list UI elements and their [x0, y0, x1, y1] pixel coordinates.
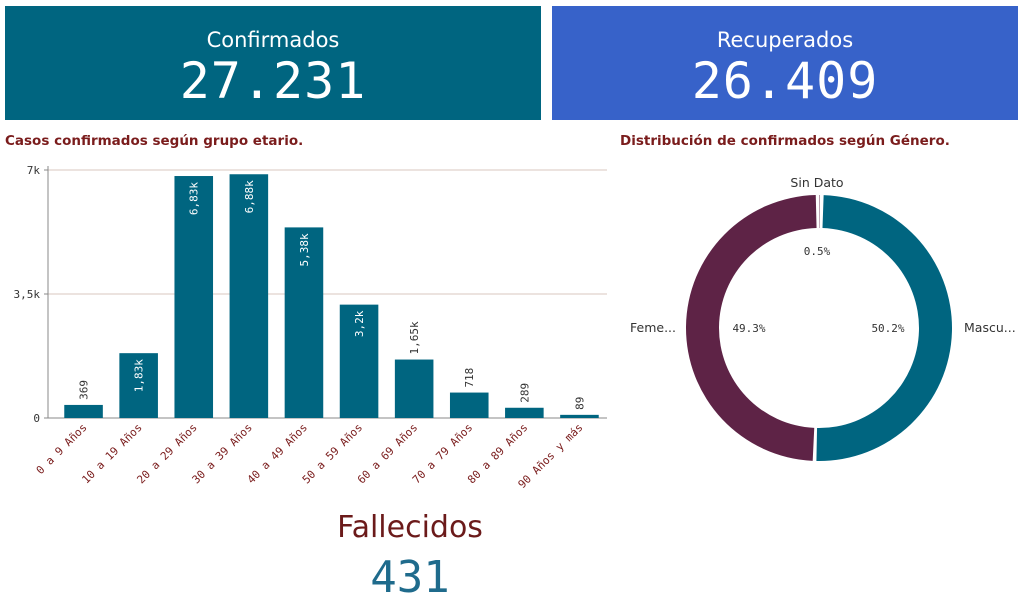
bar[interactable] [64, 404, 103, 418]
age-chart-title: Casos confirmados según grupo etario. [5, 133, 304, 149]
kpi-confirmados-value: 27.231 [179, 52, 367, 110]
bar[interactable] [560, 414, 599, 418]
y-tick-label: 3,5k [14, 288, 41, 301]
donut-slice[interactable] [819, 195, 820, 229]
donut-slice[interactable] [816, 195, 953, 462]
kpi-recuperados-value: 26.409 [691, 52, 879, 110]
donut-slice-percent: 0.5% [804, 245, 831, 258]
bar-value-label: 5,38k [298, 233, 311, 266]
kpi-confirmados-label: Confirmados [206, 28, 340, 52]
kpi-recuperados-card[interactable]: Recuperados 26.409 [552, 6, 1018, 120]
gender-chart-title: Distribución de confirmados según Género… [620, 133, 950, 149]
kpi-confirmados-card[interactable]: Confirmados 27.231 [5, 6, 541, 120]
bar[interactable] [174, 176, 214, 418]
donut-slice-percent: 50.2% [871, 322, 904, 335]
y-tick-label: 0 [33, 412, 40, 425]
bar[interactable] [284, 227, 324, 418]
gender-donut-chart[interactable]: Mascu... 50.2% Feme... 49.3% Sin Dato 0.5% [612, 160, 1024, 480]
bar[interactable] [449, 392, 489, 418]
donut-slice[interactable] [686, 195, 817, 461]
bar-value-label: 6,83k [188, 182, 201, 215]
bar-value-label: 6,88k [243, 180, 256, 213]
bar-value-label: 369 [78, 380, 91, 400]
bar[interactable] [505, 407, 544, 418]
bar[interactable] [394, 359, 434, 418]
donut-slice-label: Mascu... [964, 320, 1016, 335]
x-category-label: 0 a 9 Años [34, 421, 90, 477]
kpi-fallecidos-label: Fallecidos [337, 510, 483, 545]
bar[interactable] [229, 174, 269, 418]
bar-value-label: 3,2k [353, 310, 366, 337]
bar-value-label: 89 [573, 397, 586, 410]
bar-value-label: 1,65k [408, 321, 421, 354]
donut-slice-percent: 49.3% [732, 322, 765, 335]
bar-value-label: 1,83k [133, 359, 146, 392]
kpi-fallecidos-value: 431 [370, 552, 450, 603]
bar[interactable] [339, 304, 379, 418]
bar-value-label: 289 [518, 383, 531, 403]
donut-slice-label: Feme... [630, 320, 676, 335]
kpi-recuperados-label: Recuperados [716, 28, 854, 52]
donut-slice-label: Sin Dato [790, 175, 843, 190]
bar-value-label: 718 [463, 368, 476, 388]
y-tick-label: 7k [27, 164, 41, 177]
bar[interactable] [119, 353, 158, 418]
